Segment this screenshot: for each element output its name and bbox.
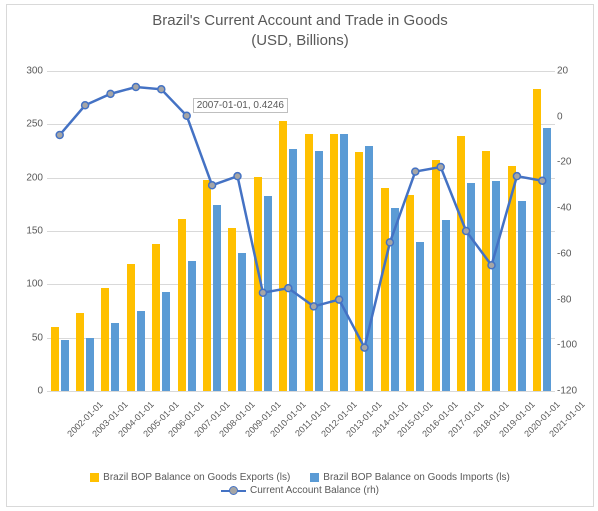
- line-marker: [234, 173, 241, 180]
- legend-label-current-account: Current Account Balance (rh): [250, 485, 379, 496]
- legend-swatch-line: [221, 486, 246, 495]
- legend-imports: Brazil BOP Balance on Goods Imports (ls): [310, 472, 510, 483]
- line-series: [47, 71, 555, 391]
- y-left-tick: 200: [26, 172, 43, 183]
- y-left-tick: 50: [32, 332, 43, 343]
- line-marker: [285, 285, 292, 292]
- datapoint-tooltip: 2007-01-01, 0.4246: [193, 98, 288, 113]
- y-right-tick: -20: [557, 157, 571, 168]
- line-marker: [158, 86, 165, 93]
- y-left-tick: 0: [37, 386, 43, 397]
- title-line2: (USD, Billions): [251, 32, 349, 49]
- line-marker: [183, 112, 190, 119]
- y-right-tick: -80: [557, 294, 571, 305]
- line-marker: [107, 90, 114, 97]
- line-marker: [488, 262, 495, 269]
- y-right-tick: -60: [557, 248, 571, 259]
- chart-title: Brazil's Current Account and Trade in Go…: [7, 11, 593, 50]
- line-marker: [437, 164, 444, 171]
- title-line1: Brazil's Current Account and Trade in Go…: [152, 12, 448, 29]
- chart-frame: Brazil's Current Account and Trade in Go…: [6, 4, 594, 507]
- legend-swatch-imports: [310, 473, 319, 482]
- legend-label-imports: Brazil BOP Balance on Goods Imports (ls): [323, 472, 510, 483]
- y-axis-right: -120-100-80-60-40-20020: [555, 71, 583, 391]
- y-left-tick: 150: [26, 226, 43, 237]
- line-marker: [132, 84, 139, 91]
- line-marker: [336, 296, 343, 303]
- legend-label-exports: Brazil BOP Balance on Goods Exports (ls): [103, 472, 290, 483]
- y-right-tick: -120: [557, 386, 577, 397]
- y-axis-left: 050100150200250300: [17, 71, 45, 391]
- y-right-tick: -40: [557, 203, 571, 214]
- y-right-tick: 20: [557, 66, 568, 77]
- y-right-tick: 0: [557, 111, 563, 122]
- legend-swatch-exports: [90, 473, 99, 482]
- line-marker: [259, 289, 266, 296]
- line-marker: [386, 239, 393, 246]
- line-marker: [82, 102, 89, 109]
- line-marker: [412, 168, 419, 175]
- line-marker: [310, 303, 317, 310]
- y-left-tick: 250: [26, 119, 43, 130]
- line-marker: [513, 173, 520, 180]
- legend: Brazil BOP Balance on Goods Exports (ls)…: [7, 470, 593, 498]
- line-marker: [361, 344, 368, 351]
- line-marker: [539, 177, 546, 184]
- line-marker: [209, 182, 216, 189]
- y-right-tick: -100: [557, 340, 577, 351]
- line-marker: [56, 132, 63, 139]
- y-left-tick: 100: [26, 279, 43, 290]
- plot-area: 2007-01-01, 0.4246: [47, 71, 555, 391]
- x-axis-labels: 2002-01-012003-01-012004-01-012005-01-01…: [47, 395, 555, 455]
- legend-exports: Brazil BOP Balance on Goods Exports (ls): [90, 472, 290, 483]
- legend-current-account: Current Account Balance (rh): [221, 485, 379, 496]
- line-marker: [463, 228, 470, 235]
- y-left-tick: 300: [26, 66, 43, 77]
